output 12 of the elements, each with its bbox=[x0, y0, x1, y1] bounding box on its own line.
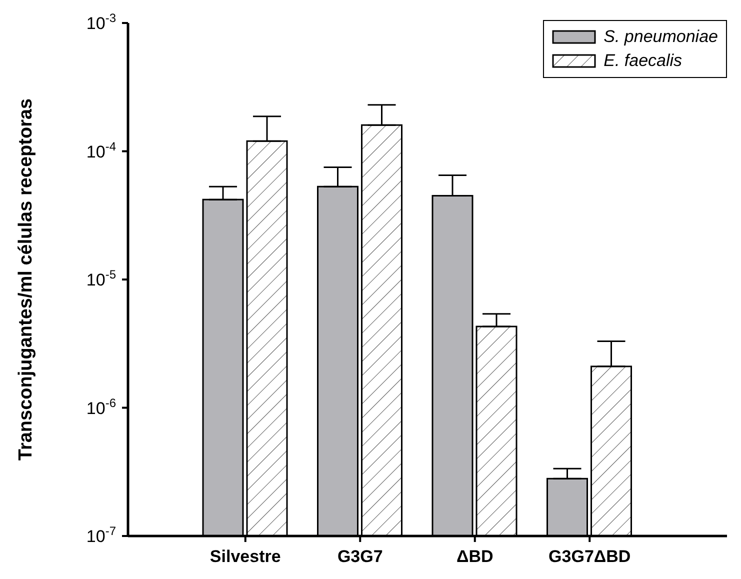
y-tick-label: 10$^{-6}$ bbox=[86, 396, 116, 418]
legend-label: S. pneumoniae bbox=[604, 26, 718, 48]
y-tick-label: 10$^{-5}$ bbox=[86, 268, 116, 290]
x-tick-label: ΔBD bbox=[456, 547, 494, 566]
y-tick-label: 10$^{-3}$ bbox=[86, 11, 116, 33]
y-tick-label: 10$^{-7}$ bbox=[86, 524, 116, 546]
legend-label: E. faecalis bbox=[604, 50, 682, 72]
x-tick-label: G3G7 bbox=[337, 547, 383, 566]
x-tick-label: Silvestre bbox=[210, 547, 281, 566]
x-tick-label: G3G7ΔBD bbox=[548, 547, 631, 566]
y-axis-title: Transconjugantes/ml células receptoras bbox=[16, 98, 37, 461]
y-tick-label: 10$^{-4}$ bbox=[86, 139, 116, 162]
